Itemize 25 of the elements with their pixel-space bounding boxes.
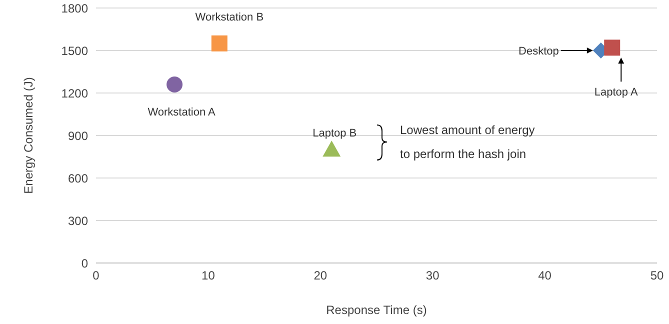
x-tick-label: 10 xyxy=(202,268,216,283)
y-tick-label: 1200 xyxy=(61,86,88,100)
annotation: Lowest amount of energy to perform the hash join xyxy=(400,123,535,161)
series-label: Workstation A xyxy=(148,106,216,118)
x-tick-label: 30 xyxy=(426,268,440,283)
x-tick-label: 50 xyxy=(650,268,664,283)
y-axis-title: Energy Consumed (J) xyxy=(21,77,36,194)
y-tick-label: 1500 xyxy=(61,44,88,58)
series-label: Laptop B xyxy=(312,128,357,140)
y-tick-label: 1800 xyxy=(61,1,88,16)
y-tick-label: 600 xyxy=(68,171,88,186)
y-tick-label: 0 xyxy=(81,256,88,270)
x-axis-title: Response Time (s) xyxy=(326,303,427,317)
point xyxy=(211,35,228,52)
x-tick-label: 0 xyxy=(92,268,100,283)
y-tick-label: 300 xyxy=(68,214,88,228)
point xyxy=(604,40,620,56)
series-label: Workstation B xyxy=(195,11,264,24)
y-tick-label: 900 xyxy=(68,128,88,143)
point xyxy=(166,76,183,92)
point xyxy=(322,140,341,157)
x-tick-label: 40 xyxy=(538,268,552,283)
x-tick-label: 20 xyxy=(314,268,328,283)
text: Laptop A xyxy=(594,86,638,99)
text: Desktop xyxy=(518,46,559,58)
